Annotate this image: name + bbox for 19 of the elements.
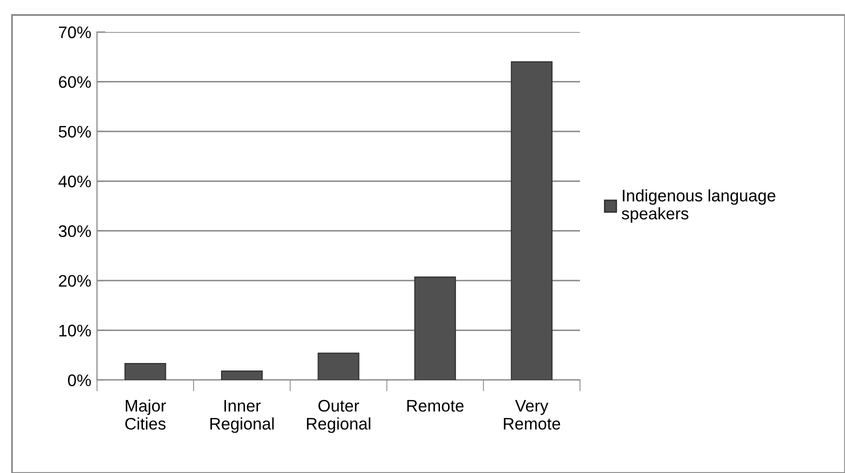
x-tick-label: Remote (407, 400, 464, 412)
y-tick-label: 70% (58, 26, 91, 38)
bar (510, 61, 553, 380)
y-tick-label: 0% (68, 374, 91, 386)
y-tick-label: 60% (58, 76, 91, 88)
y-tick-label: 40% (58, 176, 91, 188)
y-tick-label: 20% (58, 274, 91, 287)
y-tick-label: 30% (58, 225, 91, 238)
bar (318, 352, 360, 380)
x-tick-label: Major Cities (125, 399, 166, 430)
y-tick-label: 10% (59, 324, 91, 336)
y-tick-label: 50% (58, 126, 91, 138)
bar (414, 276, 456, 380)
bar (221, 370, 263, 380)
x-tick-label: Very Remote (504, 400, 560, 430)
x-tick-label: Inner Regional (210, 400, 274, 433)
bar (124, 363, 166, 380)
x-tick-label: Outer Regional (306, 400, 370, 433)
legend-label: Indigenous language speakers (622, 189, 776, 223)
